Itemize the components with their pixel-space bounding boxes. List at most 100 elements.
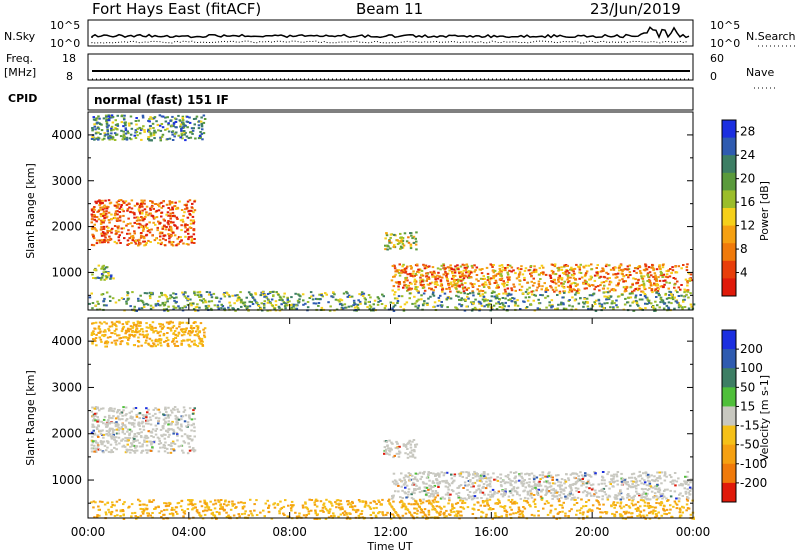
echo-point [163, 234, 167, 237]
echo-point [109, 277, 112, 280]
echo-point [462, 287, 465, 290]
echo-point [655, 514, 659, 517]
echo-point [134, 131, 137, 134]
echo-point [161, 446, 165, 449]
echo-point [309, 291, 313, 294]
echo-point [178, 322, 181, 325]
echo-point [159, 129, 163, 132]
echo-point [648, 301, 651, 304]
echo-point [432, 306, 435, 308]
echo-point [133, 212, 136, 215]
echo-point [628, 271, 632, 274]
echo-point [203, 331, 206, 334]
echo-point [614, 266, 617, 269]
echo-point [585, 491, 589, 494]
echo-point [423, 300, 426, 303]
echo-point [196, 294, 200, 297]
echo-point [194, 293, 197, 296]
echo-point [406, 265, 409, 268]
echo-point [178, 321, 182, 324]
echo-point [491, 266, 494, 268]
echo-point [532, 299, 535, 302]
echo-point [620, 507, 623, 510]
echo-point [187, 238, 190, 241]
echo-point [97, 264, 101, 267]
echo-point [534, 268, 538, 271]
echo-point [534, 505, 537, 508]
echo-point [133, 230, 136, 233]
echo-point [99, 440, 103, 443]
echo-point [670, 271, 673, 274]
echo-point [401, 242, 405, 245]
echo-point [487, 508, 491, 511]
echo-point [538, 267, 542, 270]
echo-point [135, 131, 139, 133]
echo-point [605, 298, 608, 301]
echo-point [114, 436, 118, 439]
echo-point [666, 276, 669, 279]
echo-point [165, 508, 169, 511]
echo-point [98, 199, 101, 202]
echo-point [200, 116, 203, 119]
echo-point [103, 232, 106, 235]
echo-point [100, 234, 104, 237]
echo-point [480, 272, 484, 275]
echo-point [560, 266, 563, 269]
echo-point [438, 475, 441, 478]
echo-point [563, 489, 566, 492]
echo-point [445, 471, 449, 474]
echo-point [685, 269, 689, 272]
echo-point [560, 301, 563, 304]
echo-point [670, 293, 673, 296]
echo-point [121, 326, 125, 329]
echo-point [320, 294, 323, 297]
echo-point [639, 272, 642, 274]
echo-point [221, 305, 225, 307]
echo-point [441, 496, 444, 499]
echo-point [439, 304, 442, 307]
echo-point [183, 441, 187, 444]
echo-point [95, 277, 98, 279]
echo-point [132, 344, 136, 347]
echo-point [133, 433, 137, 435]
echo-point [598, 289, 601, 292]
echo-point [688, 486, 692, 489]
echo-point [564, 495, 567, 498]
echo-point [145, 242, 148, 244]
echo-point [107, 431, 111, 434]
echo-point [127, 338, 130, 341]
echo-point [404, 508, 407, 511]
echo-point [528, 478, 531, 480]
echo-point [110, 409, 113, 412]
echo-point [689, 303, 693, 306]
echo-point [553, 278, 556, 281]
echo-point [654, 277, 657, 280]
echo-point [173, 117, 177, 120]
echo-point [345, 512, 348, 515]
echo-point [189, 326, 193, 329]
echo-point [638, 470, 641, 473]
echo-point [102, 221, 105, 224]
echo-point [150, 345, 153, 348]
echo-point [306, 301, 310, 303]
echo-point [92, 415, 95, 418]
echo-point [163, 437, 167, 440]
echo-point [401, 239, 404, 242]
echo-point [570, 290, 574, 293]
echo-point [406, 453, 410, 456]
echo-point [188, 199, 192, 202]
echo-point [621, 273, 624, 276]
echo-point [502, 292, 505, 295]
echo-point [548, 471, 551, 474]
echo-point [667, 301, 671, 304]
echo-point [414, 280, 418, 283]
echo-point [195, 330, 198, 333]
echo-point [246, 305, 250, 308]
echo-point [200, 125, 204, 128]
echo-point [167, 122, 170, 125]
echo-point [470, 283, 474, 286]
echo-point [102, 225, 106, 228]
echo-point [152, 408, 155, 411]
echo-point [480, 480, 483, 483]
